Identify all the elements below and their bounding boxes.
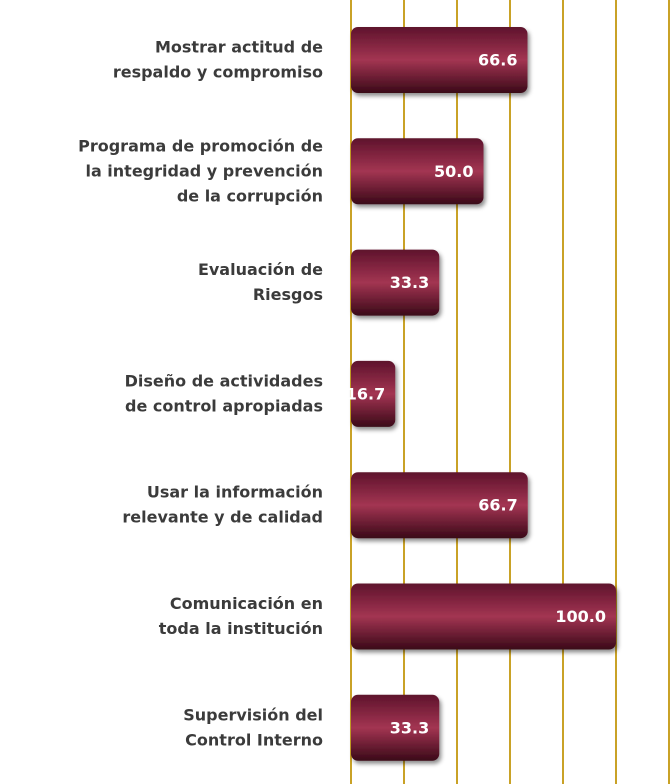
category-line: toda la institución: [159, 619, 323, 638]
category-line: respaldo y compromiso: [113, 62, 323, 81]
category-line: Mostrar actitud de: [155, 37, 323, 56]
category-line: Riesgos: [253, 285, 323, 304]
category-label: Evaluación de Riesgos: [198, 260, 323, 304]
value-label: 50.0: [434, 162, 473, 181]
category-line: Diseño de actividades: [125, 371, 323, 390]
value-label: 66.6: [478, 51, 517, 70]
category-label: Mostrar actitud de respaldo y compromiso: [113, 37, 323, 81]
bar: [351, 694, 440, 761]
category-line: Usar la información: [147, 482, 323, 501]
value-label: 16.7: [346, 384, 385, 403]
category-line: relevante y de calidad: [122, 507, 323, 526]
value-label: 100.0: [555, 607, 606, 626]
bar: [351, 249, 440, 316]
bar: [351, 360, 396, 427]
category-line: de la corrupción: [177, 186, 323, 205]
bar: [351, 472, 528, 539]
category-line: Programa de promoción de: [78, 136, 323, 155]
value-label: 66.7: [478, 496, 517, 515]
bar: [351, 583, 616, 650]
category-line: Evaluación de: [198, 260, 323, 279]
category-line: Control Interno: [185, 730, 323, 749]
category-label: Usar la información relevante y de calida…: [122, 482, 323, 526]
category-label: Programa de promoción de la integridad y …: [78, 136, 323, 205]
category-label: Diseño de actividades de control apropiad…: [125, 371, 323, 415]
value-label: 33.3: [390, 718, 429, 737]
category-label: Comunicación en toda la institución: [159, 594, 323, 638]
category-label: Supervisión del Control Interno: [183, 705, 323, 749]
category-line: Comunicación en: [170, 594, 323, 613]
value-label: 33.3: [390, 273, 429, 292]
bar: [351, 27, 528, 93]
category-line: Supervisión del: [183, 705, 323, 724]
category-line: la integridad y prevención: [85, 161, 323, 180]
bar: [351, 138, 484, 205]
category-line: de control apropiadas: [125, 396, 323, 415]
